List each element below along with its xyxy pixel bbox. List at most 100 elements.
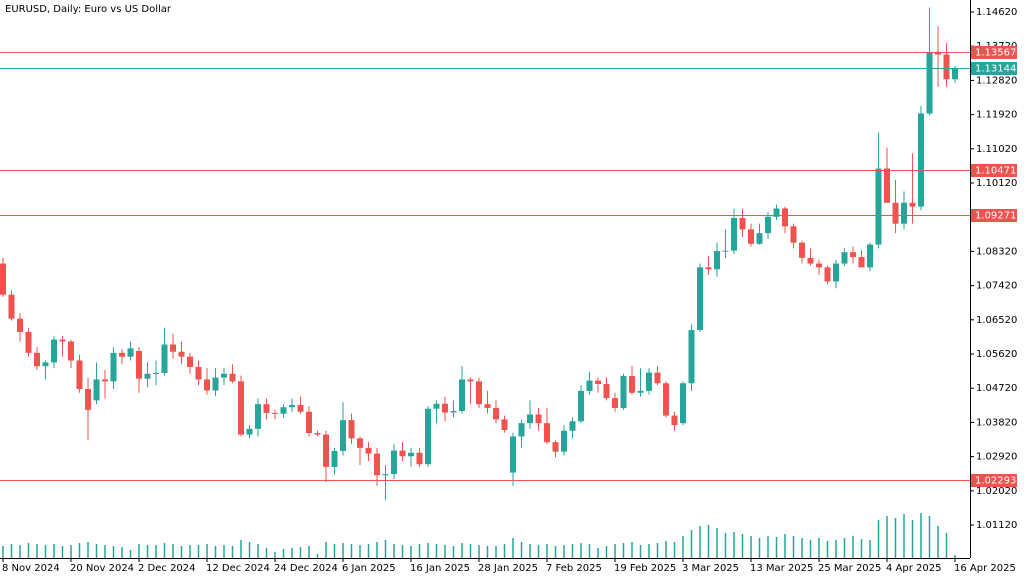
candle-body: [127, 348, 134, 357]
candle-body: [527, 414, 533, 424]
candle-body: [144, 373, 151, 379]
candle-body: [119, 352, 125, 357]
x-tick-label: 12 Dec 2024: [206, 563, 270, 574]
candle-body: [731, 217, 737, 251]
x-tick-label: 8 Nov 2024: [2, 563, 60, 574]
candle-body: [102, 379, 108, 382]
x-tick-label: 6 Jan 2025: [342, 563, 396, 574]
y-tick-label: 1.05620: [976, 349, 1017, 360]
candle-body: [0, 263, 6, 295]
candle-body: [229, 373, 236, 382]
candle-body: [425, 408, 431, 465]
candle-body: [552, 442, 559, 452]
candle-body: [782, 208, 788, 227]
candle-body: [909, 202, 916, 207]
candle-body: [943, 54, 950, 80]
candle-body: [680, 383, 686, 424]
candle-body: [697, 267, 703, 331]
candle-body: [110, 352, 117, 382]
candle-body: [348, 420, 355, 439]
candle-body: [867, 244, 873, 268]
x-tick-label: 25 Mar 2025: [818, 563, 881, 574]
x-tick-label: 4 Apr 2025: [886, 563, 941, 574]
candle-body: [620, 376, 627, 408]
x-tick-label: 3 Mar 2025: [682, 563, 739, 574]
candle-body: [501, 419, 508, 431]
candle-body: [705, 267, 712, 270]
candle-body: [688, 330, 695, 384]
candle-body: [212, 377, 219, 391]
y-tick-label: 1.02020: [976, 486, 1017, 497]
x-tick-label: 7 Feb 2025: [546, 563, 602, 574]
candle-body: [773, 208, 780, 217]
candle-body: [807, 257, 814, 264]
candle-body: [272, 412, 278, 414]
y-tick-label: 1.06520: [976, 315, 1017, 326]
candle-body: [374, 453, 380, 476]
candle-body: [8, 294, 15, 319]
chart-title: EURUSD, Daily: Euro vs US Dollar: [5, 4, 172, 15]
price-level-label: 1.13144: [975, 64, 1016, 75]
candle-body: [790, 226, 797, 243]
candle-body: [153, 373, 159, 375]
candle-body: [331, 450, 338, 467]
candle-body: [297, 404, 304, 412]
candle-body: [901, 202, 907, 224]
candle-body: [204, 379, 210, 391]
candle-body: [17, 318, 23, 332]
candle-body: [858, 257, 865, 268]
candle-body: [399, 450, 406, 457]
x-tick-label: 20 Nov 2024: [70, 563, 134, 574]
candle-body: [884, 168, 890, 203]
candle-body: [476, 381, 482, 405]
candle-body: [586, 380, 593, 391]
y-tick-label: 1.03820: [976, 417, 1017, 428]
y-tick-label: 1.11920: [976, 110, 1017, 121]
price-level-label: 1.13567: [975, 48, 1016, 59]
candle-body: [246, 428, 253, 435]
price-level-label: 1.09271: [975, 211, 1016, 222]
x-tick-label: 16 Apr 2025: [954, 563, 1016, 574]
price-level-label: 1.10471: [975, 166, 1016, 177]
candle-body: [748, 229, 754, 244]
candle-body: [510, 436, 516, 473]
price-level-label: 1.02293: [975, 476, 1016, 487]
candle-body: [289, 404, 295, 408]
y-tick-label: 1.11020: [976, 144, 1017, 155]
candle-body: [765, 216, 771, 234]
x-tick-label: 13 Mar 2025: [750, 563, 813, 574]
candle-body: [926, 51, 933, 114]
candle-body: [221, 373, 227, 378]
candle-body: [637, 390, 644, 393]
candle-body: [467, 379, 474, 382]
x-tick-label: 28 Jan 2025: [478, 563, 538, 574]
candle-body: [306, 411, 312, 434]
candle-body: [85, 388, 91, 410]
candle-body: [25, 331, 32, 353]
candle-body: [756, 233, 763, 244]
candle-body: [187, 356, 193, 367]
candle-body: [59, 339, 66, 342]
candle-body: [671, 415, 678, 426]
candle-body: [51, 339, 57, 363]
candle-body: [561, 430, 567, 452]
candle-body: [654, 372, 661, 384]
y-tick-label: 1.14620: [976, 7, 1017, 18]
x-tick-label: 2 Dec 2024: [138, 563, 196, 574]
candle-body: [450, 411, 457, 413]
candle-body: [323, 434, 329, 467]
y-tick-label: 1.08320: [976, 246, 1017, 257]
y-tick-label: 1.12820: [976, 75, 1017, 86]
candle-body: [612, 398, 618, 408]
x-tick-label: 16 Jan 2025: [410, 563, 470, 574]
candle-body: [892, 202, 899, 224]
price-level-tag: [971, 46, 1017, 59]
x-tick-label: 19 Feb 2025: [614, 563, 676, 574]
candle-body: [178, 351, 185, 357]
candle-body: [382, 474, 389, 476]
y-tick-label: 1.01120: [976, 520, 1017, 531]
candle-body: [255, 404, 261, 429]
price-level-tag: [971, 474, 1017, 487]
